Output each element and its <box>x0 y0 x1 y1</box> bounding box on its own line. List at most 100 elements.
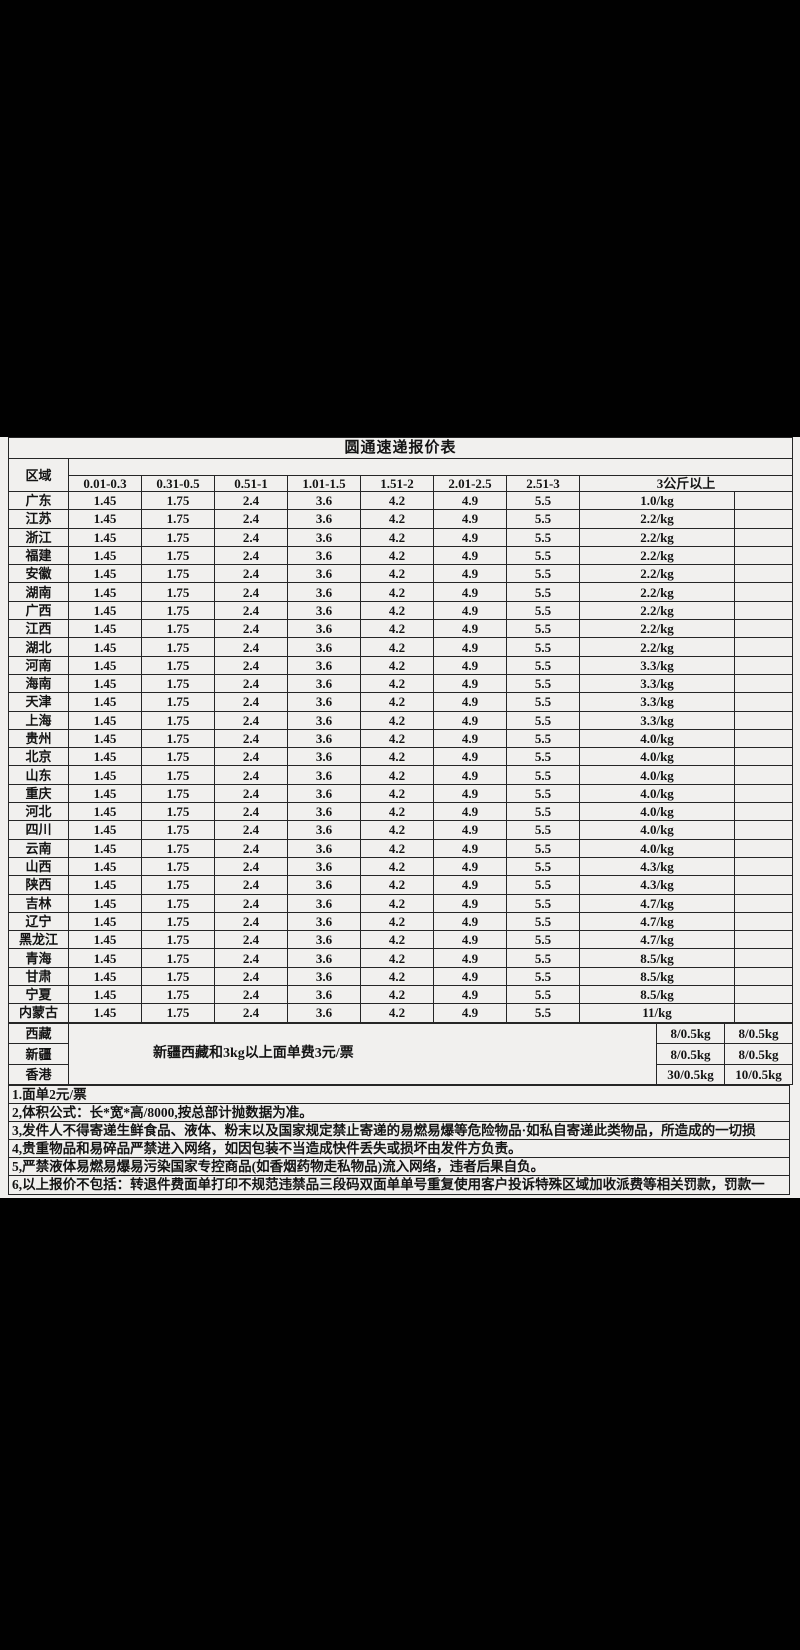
rate-cell: 1.75 <box>141 619 215 639</box>
over-3kg-cell: 8.5/kg <box>579 966 735 987</box>
rate-cell: 3.6 <box>287 673 361 694</box>
rate-cell: 3.6 <box>287 747 361 767</box>
rate-cell: 2.4 <box>214 527 288 547</box>
region-cell: 安徽 <box>8 564 69 584</box>
over-3kg-cell: 2.2/kg <box>579 582 735 602</box>
rate-cell: 1.45 <box>68 545 142 566</box>
rate-cell: 5.5 <box>506 600 580 621</box>
rate-cell: 5.5 <box>506 802 580 822</box>
rate-cell: 4.9 <box>433 856 507 877</box>
rate-cell: 1.75 <box>141 802 215 822</box>
rate-cell: 4.9 <box>433 509 507 529</box>
rate-cell: 2.4 <box>214 655 288 675</box>
rate-cell: 1.45 <box>68 600 142 621</box>
rate-cell: 1.75 <box>141 527 215 547</box>
rate-cell: 4.2 <box>360 673 434 694</box>
rate-cell: 3.6 <box>287 509 361 529</box>
rate-cell: 1.45 <box>68 710 142 730</box>
rate-cell: 2.4 <box>214 545 288 566</box>
rate-cell: 4.2 <box>360 802 434 822</box>
province-row: 上海 1.45 1.75 2.4 3.6 4.2 4.9 5.5 3.3/kg <box>8 710 794 730</box>
rate-cell: 5.5 <box>506 966 580 987</box>
spacer-cell <box>733 692 794 712</box>
over-3kg-cell: 11/kg <box>579 1003 735 1023</box>
region-cell: 湖南 <box>8 582 69 602</box>
rate-cell: 3.6 <box>287 710 361 730</box>
rate-cell: 2.4 <box>214 673 288 694</box>
region-cell: 黑龙江 <box>8 930 69 950</box>
weight-range-header: 0.01-0.3 <box>68 475 142 492</box>
rate-cell: 4.9 <box>433 1003 507 1023</box>
rate-cell: 5.5 <box>506 820 580 840</box>
spacer-cell <box>733 673 794 694</box>
region-column-header: 区域 <box>8 458 69 492</box>
title-row: 圆通速递报价表 <box>7 437 794 459</box>
rate-cell: 2.4 <box>214 820 288 840</box>
region-cell: 江苏 <box>8 509 69 529</box>
rate-cell: 1.45 <box>68 490 142 511</box>
rate-cell: 4.2 <box>360 930 434 950</box>
rate-cell: 2.4 <box>214 619 288 639</box>
header-empty-cell <box>67 458 794 476</box>
rate-cell: 1.45 <box>68 838 142 858</box>
rate-cell: 2.4 <box>214 1003 288 1023</box>
price-sheet: 圆通速递报价表 区域 0.01-0.3 0.31-0.5 0.51-1 1.01-1.… <box>0 437 800 1198</box>
province-row: 贵州 1.45 1.75 2.4 3.6 4.2 4.9 5.5 4.0/kg <box>8 728 794 749</box>
rate-cell: 4.2 <box>360 747 434 767</box>
rate-cell: 5.5 <box>506 1003 580 1023</box>
note-line: 4,贵重物品和易碎品严禁进入网络，如因包装不当造成快件丢失或损坏由发件方负责。 <box>8 1139 790 1159</box>
spacer-cell <box>733 619 794 639</box>
over-3kg-cell: 3.3/kg <box>579 655 735 675</box>
rate-cell: 3.6 <box>287 893 361 913</box>
over-3kg-cell: 4.0/kg <box>579 747 735 767</box>
rate-cell: 3.6 <box>287 838 361 858</box>
spacer-cell <box>733 728 794 749</box>
rate-cell: 2.4 <box>214 911 288 932</box>
rate-cell: 4.2 <box>360 600 434 621</box>
over-3kg-cell: 4.0/kg <box>579 765 735 785</box>
special-region-row: 西藏 新疆西藏和3kg以上面单费3元/票 8/0.5kg 8/0.5kg <box>8 1022 793 1086</box>
rate-cell: 1.75 <box>141 582 215 602</box>
spacer-cell <box>733 911 794 932</box>
rate-cell: 4.2 <box>360 637 434 657</box>
note-line: 3,发件人不得寄递生鲜食品、液体、粉末以及国家规定禁止寄递的易燃易爆等危险物品·… <box>8 1121 790 1140</box>
spacer-cell <box>733 490 794 511</box>
rate-cell: 4.9 <box>433 875 507 895</box>
rate-cell: 1.75 <box>141 710 215 730</box>
rate-cell: 1.45 <box>68 856 142 877</box>
rate-cell: 1.75 <box>141 985 215 1005</box>
rate-cell: 4.9 <box>433 985 507 1005</box>
rate-cell: 3.6 <box>287 600 361 621</box>
province-row: 浙江 1.45 1.75 2.4 3.6 4.2 4.9 5.5 2.2/kg <box>8 527 794 547</box>
spacer-cell <box>733 655 794 675</box>
spacer-cell <box>733 875 794 895</box>
spacer-cell <box>733 527 794 547</box>
rate-cell: 5.5 <box>506 783 580 804</box>
over-3kg-cell: 4.0/kg <box>579 783 735 804</box>
region-cell: 江西 <box>8 619 69 639</box>
weight-range-header: 0.31-0.5 <box>141 475 215 492</box>
spacer-cell <box>733 948 794 968</box>
rate-cell: 4.2 <box>360 1003 434 1023</box>
rate-cell: 4.2 <box>360 838 434 858</box>
over-3kg-cell: 3.3/kg <box>579 710 735 730</box>
rate-cell: 5.5 <box>506 564 580 584</box>
rate-cell: 4.2 <box>360 509 434 529</box>
rate-cell: 4.2 <box>360 948 434 968</box>
province-row: 重庆 1.45 1.75 2.4 3.6 4.2 4.9 5.5 4.0/kg <box>8 783 794 804</box>
rate-cell: 4.9 <box>433 600 507 621</box>
region-cell: 天津 <box>8 692 69 712</box>
rate-cell: 5.5 <box>506 838 580 858</box>
rate-cell: 1.75 <box>141 655 215 675</box>
region-cell: 福建 <box>8 545 69 566</box>
note-line: 5,严禁液体易燃易爆易污染国家专控商品(如香烟药物走私物品)流入网络，违者后果自… <box>8 1158 790 1177</box>
rate-cell: 4.9 <box>433 564 507 584</box>
rate-cell: 2.4 <box>214 747 288 767</box>
rate-cell: 1.45 <box>68 747 142 767</box>
over-3kg-cell: 4.0/kg <box>579 802 735 822</box>
rate-cell: 4.9 <box>433 692 507 712</box>
rate-cell: 5.5 <box>506 765 580 785</box>
rate-cell: 1.75 <box>141 875 215 895</box>
spacer-cell <box>733 856 794 877</box>
rate-cell: 2.4 <box>214 710 288 730</box>
